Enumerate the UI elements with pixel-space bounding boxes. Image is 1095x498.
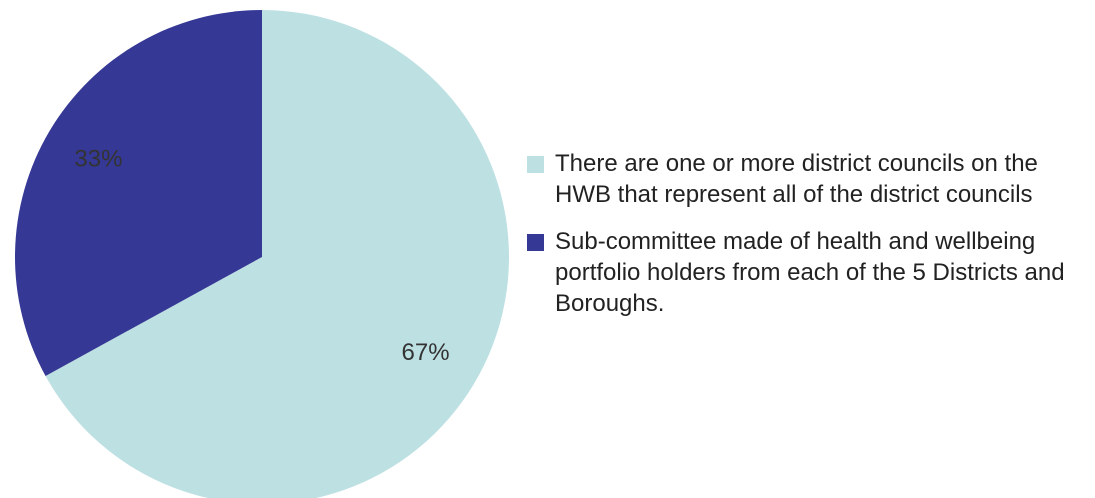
legend-item-sub-committee: Sub-committee made of health and wellbei… <box>527 226 1087 319</box>
data-label-sub-committee: 33% <box>74 146 122 173</box>
data-label-district-councils: 67% <box>402 339 450 366</box>
pie-slice-sub-committee <box>14 10 263 376</box>
pie-data-labels: 67% 33% <box>74 146 449 366</box>
pie-slices <box>14 10 509 498</box>
legend-swatch-sub-committee <box>527 234 544 251</box>
legend-label-district-councils: There are one or more district councils … <box>555 150 1038 208</box>
pie-slice-district-councils <box>45 10 509 498</box>
legend: There are one or more district councils … <box>527 148 1087 335</box>
legend-item-district-councils: There are one or more district councils … <box>527 148 1087 210</box>
legend-label-sub-committee: Sub-committee made of health and wellbei… <box>555 228 1065 317</box>
legend-swatch-district-councils <box>527 156 544 173</box>
